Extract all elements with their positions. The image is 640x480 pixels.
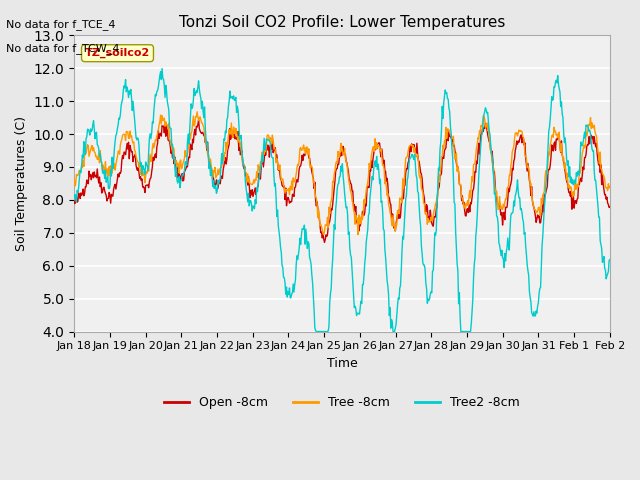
- Text: TZ_soilco2: TZ_soilco2: [85, 48, 150, 59]
- X-axis label: Time: Time: [326, 357, 357, 370]
- Title: Tonzi Soil CO2 Profile: Lower Temperatures: Tonzi Soil CO2 Profile: Lower Temperatur…: [179, 15, 505, 30]
- Y-axis label: Soil Temperatures (C): Soil Temperatures (C): [15, 116, 28, 251]
- Text: No data for f_TCW_4: No data for f_TCW_4: [6, 43, 120, 54]
- Text: No data for f_TCE_4: No data for f_TCE_4: [6, 19, 116, 30]
- Legend: Open -8cm, Tree -8cm, Tree2 -8cm: Open -8cm, Tree -8cm, Tree2 -8cm: [159, 391, 525, 414]
